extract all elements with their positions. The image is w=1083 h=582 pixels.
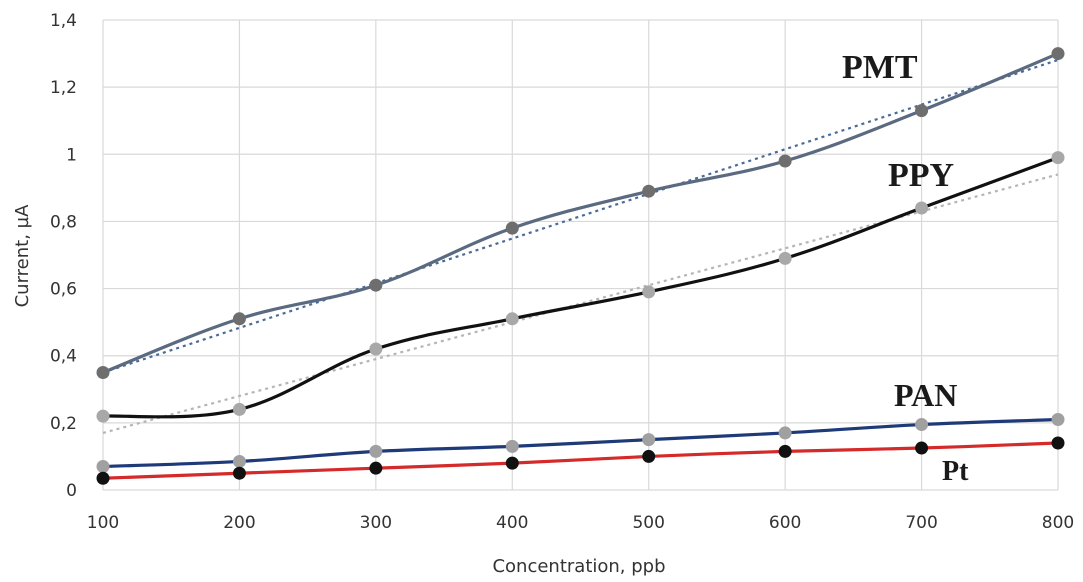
y-tick-label: 0,4 — [50, 347, 77, 367]
data-point-pt — [232, 466, 246, 480]
data-point-pan — [369, 444, 383, 458]
data-point-ppy — [1051, 151, 1065, 165]
x-tick-label: 800 — [1042, 513, 1074, 533]
y-tick-label: 0 — [66, 481, 77, 501]
y-tick-label: 1,4 — [50, 11, 77, 31]
data-point-pt — [1051, 436, 1065, 450]
y-axis-ticks: 0 0,2 0,4 0,6 0,8 1 1,2 1,4 — [50, 11, 77, 501]
x-tick-label: 100 — [87, 513, 119, 533]
y-tick-label: 1,2 — [50, 78, 77, 98]
x-tick-label: 600 — [769, 513, 801, 533]
x-tick-label: 700 — [905, 513, 937, 533]
x-axis-ticks: 100 200 300 400 500 600 700 800 — [87, 513, 1074, 533]
data-point-pan — [505, 439, 519, 453]
data-point-pmt — [915, 104, 929, 118]
data-point-pmt — [96, 366, 110, 379]
series-markers — [96, 47, 1065, 485]
data-point-pmt — [505, 221, 519, 235]
data-point-pt — [778, 444, 792, 458]
data-point-pmt — [1051, 47, 1065, 61]
data-point-pt — [369, 461, 383, 475]
data-point-pmt — [369, 278, 383, 292]
data-point-pt — [96, 471, 110, 485]
y-tick-label: 0,2 — [50, 414, 77, 434]
series-label-pan: PAN — [894, 377, 957, 413]
data-point-pan — [915, 418, 929, 432]
x-tick-label: 300 — [360, 513, 392, 533]
data-point-pmt — [232, 312, 246, 326]
series-line-pan — [102, 417, 1059, 469]
series-line-ppy — [102, 156, 1059, 419]
series-labels: PMT PPY PAN Pt — [842, 49, 969, 487]
x-tick-label: 400 — [496, 513, 528, 533]
data-point-ppy — [369, 342, 383, 356]
x-axis-title: Concentration, ppb — [492, 556, 665, 577]
data-point-ppy — [642, 285, 656, 299]
series-line-pmt — [102, 52, 1059, 374]
series-label-pmt: PMT — [842, 49, 918, 86]
y-tick-label: 0,6 — [50, 280, 77, 300]
data-point-pan — [232, 454, 246, 468]
trendline-pmt — [102, 58, 1059, 374]
y-axis-title: Current, µA — [12, 204, 33, 308]
gridlines — [102, 19, 1059, 491]
data-point-pan — [642, 433, 656, 447]
data-point-pmt — [642, 184, 656, 198]
series-line-pt — [102, 441, 1059, 480]
data-point-ppy — [232, 402, 246, 416]
data-point-ppy — [96, 409, 110, 423]
data-point-ppy — [778, 251, 792, 265]
y-tick-label: 1 — [66, 145, 77, 165]
data-point-pt — [642, 449, 656, 463]
data-point-pt — [915, 441, 929, 455]
series-lines — [102, 52, 1059, 480]
data-point-pan — [778, 426, 792, 440]
data-point-ppy — [915, 201, 929, 215]
data-point-pan — [96, 460, 110, 473]
data-point-ppy — [505, 312, 519, 326]
series-label-pt: Pt — [942, 456, 969, 487]
data-point-pmt — [778, 154, 792, 168]
y-tick-label: 0,8 — [50, 212, 77, 232]
series-label-ppy: PPY — [888, 157, 954, 194]
x-tick-label: 200 — [223, 513, 255, 533]
data-point-pt — [505, 456, 519, 470]
data-point-pan — [1051, 413, 1065, 426]
x-tick-label: 500 — [632, 513, 664, 533]
